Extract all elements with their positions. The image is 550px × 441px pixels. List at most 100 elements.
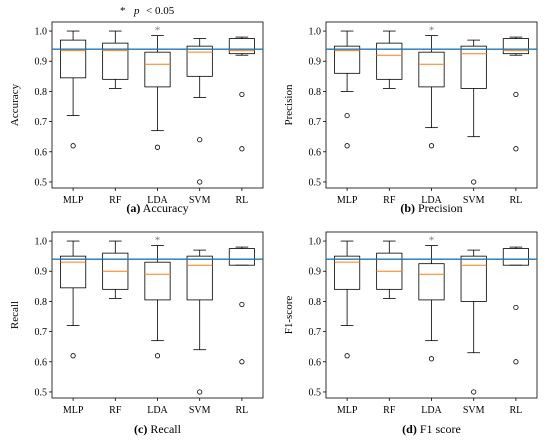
y-tick-label: 1.0 [35,237,48,248]
x-tick-label: MLP [63,195,84,206]
outlier-point [197,179,203,185]
significance-marker: * [429,25,435,37]
x-tick-label: RF [383,405,396,416]
significance-marker: * [155,25,161,37]
chart-panel-4: 0.5 0.6 0.7 0.8 0.9 1.0 F1-score MLP RF LDA SVM RL *… [283,231,538,436]
box-mlp [60,30,87,149]
box-lda [144,35,171,150]
box-rf [376,240,403,299]
box-rf [376,30,403,89]
outlier-point [513,146,519,152]
box-svm [186,249,213,395]
y-tick-label: 0.6 [309,147,322,158]
panel-caption: (b) Precision [400,201,462,215]
note-threshold: < 0.05 [146,5,175,17]
x-tick-label: SVM [463,405,485,416]
box-svm [186,38,213,185]
y-tick-label: 0.9 [35,57,48,68]
iqr-box [144,261,171,301]
outlier-point [344,143,350,149]
box-lda [418,35,445,149]
y-tick-label: 1.0 [309,27,322,38]
outlier-point [428,143,435,149]
box-rl [502,246,529,365]
caption-text: Accuracy [140,201,188,215]
panel-caption: (d) F1 score [402,422,461,436]
y-tick-label: 0.6 [35,147,48,158]
note-star: * [120,5,126,17]
y-tick-label: 0.8 [309,87,322,98]
iqr-box [228,248,255,266]
y-tick-label: 1.0 [35,27,48,38]
iqr-box [418,263,445,301]
y-tick-label: 0.5 [35,177,48,188]
y-tick-label: 1.0 [309,237,322,248]
iqr-box [460,255,487,302]
y-tick-label: 0.5 [309,387,322,398]
box-rl [502,36,529,152]
chart-panel-2: 0.5 0.6 0.7 0.8 0.9 1.0 Precision MLP RF LDA SVM RL… [283,21,538,215]
caption-letter: (a) [126,201,140,215]
note-p: p [133,5,140,17]
y-axis-label: Precision [283,84,295,125]
y-tick-label: 0.8 [35,87,48,98]
x-tick-label: RL [510,405,523,416]
x-tick-label: LDA [421,195,442,206]
box-rl [228,36,255,152]
x-tick-label: SVM [189,195,211,206]
outlier-point [70,143,76,149]
x-tick-label: RL [236,195,249,206]
outlier-point [239,359,245,365]
box-lda [144,245,171,359]
outlier-point [513,91,519,98]
outlier-point [239,91,245,98]
caption-text: F1 score [417,422,461,436]
y-tick-label: 0.6 [35,357,48,368]
panel-caption: (a) Accuracy [126,201,188,215]
y-tick-label: 0.8 [309,297,322,308]
iqr-box [502,38,529,55]
x-tick-label: MLP [337,195,358,206]
outlier-point [344,353,350,359]
iqr-box [376,42,403,80]
x-tick-label: RF [109,195,122,206]
outlier-point [471,389,477,395]
chart-panel-1: 0.5 0.6 0.7 0.8 0.9 1.0 Accuracy MLP RF LDA SVM RL *… [9,21,264,215]
x-tick-label: RL [510,195,523,206]
outlier-point [197,389,203,395]
iqr-box [60,255,87,289]
outlier-point [154,144,161,150]
outlier-point [513,304,519,311]
iqr-box [460,45,487,89]
caption-text: Precision [415,201,463,215]
iqr-box [60,39,87,79]
x-tick-label: SVM [189,405,211,416]
x-tick-label: MLP [63,405,84,416]
iqr-box [334,45,361,74]
box-rl [228,246,255,365]
y-tick-label: 0.8 [35,297,48,308]
panel-caption: (c) Recall [134,422,182,436]
x-tick-label: SVM [463,195,485,206]
y-tick-label: 0.9 [35,267,48,278]
x-tick-label: LDA [147,195,168,206]
box-rf [102,240,129,299]
significance-note: * p < 0.05 [120,5,175,17]
x-tick-label: LDA [421,405,442,416]
y-axis-label: Accuracy [9,83,21,126]
box-svm [460,249,487,395]
box-svm [460,39,487,185]
iqr-box [102,42,129,80]
x-tick-label: RF [383,195,396,206]
y-tick-label: 0.7 [309,117,322,128]
x-tick-label: RF [109,405,122,416]
y-axis-label: Recall [9,301,21,329]
outlier-point [428,356,435,362]
y-tick-label: 0.9 [309,267,322,278]
caption-letter: (c) [134,422,147,436]
box-mlp [334,240,361,359]
outlier-point [471,179,477,185]
caption-letter: (d) [402,422,417,436]
outlier-point [239,301,245,308]
